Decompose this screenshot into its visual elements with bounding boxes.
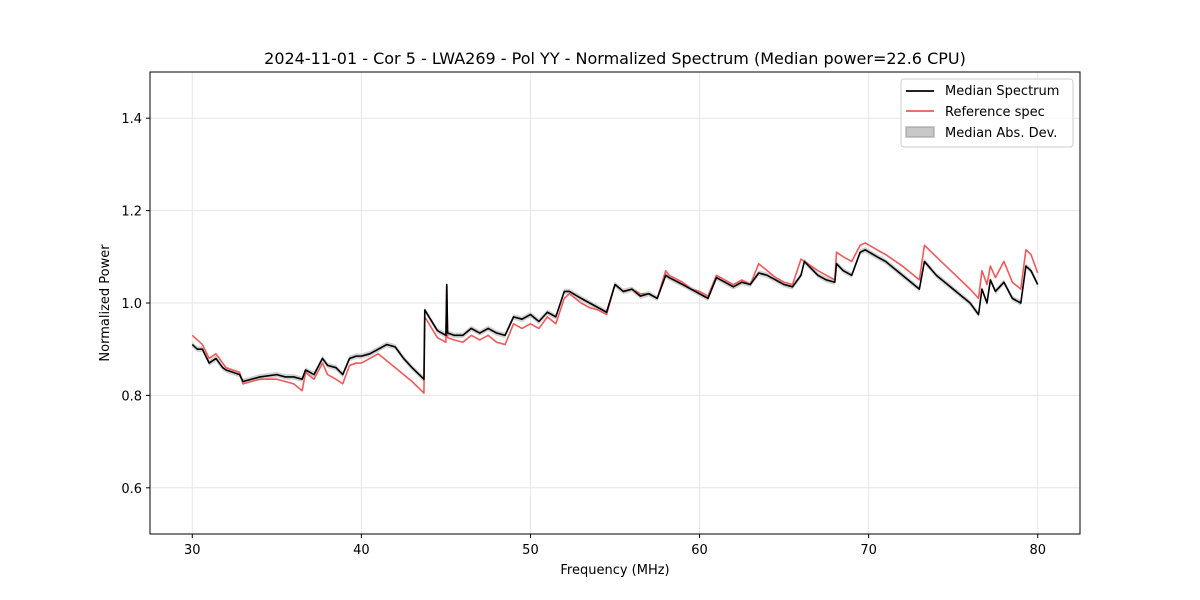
axis-ticks: 30 40 50 60 70 80 0.6 0.8 1.0 1.2 1.4 bbox=[121, 112, 1046, 558]
mad-band bbox=[192, 247, 1038, 385]
chart-title: 2024-11-01 - Cor 5 - LWA269 - Pol YY - N… bbox=[264, 49, 966, 68]
legend-mad-label: Median Abs. Dev. bbox=[945, 126, 1057, 141]
y-tick-label: 0.6 bbox=[121, 482, 142, 497]
x-tick-label: 30 bbox=[184, 543, 201, 558]
reference-spec-line bbox=[191, 242, 1039, 394]
y-tick-label: 1.4 bbox=[121, 112, 142, 127]
x-tick-label: 60 bbox=[691, 543, 708, 558]
x-tick-label: 50 bbox=[522, 543, 539, 558]
legend-median-label: Median Spectrum bbox=[945, 84, 1059, 99]
x-axis-label: Frequency (MHz) bbox=[560, 563, 669, 578]
y-tick-label: 1.0 bbox=[121, 297, 142, 312]
y-axis-label: Normalized Power bbox=[98, 244, 113, 362]
x-tick-label: 70 bbox=[860, 543, 877, 558]
y-tick-label: 0.8 bbox=[121, 389, 142, 404]
legend-box bbox=[900, 78, 1074, 148]
median-spectrum-line bbox=[191, 249, 1039, 383]
legend: Median Spectrum Reference spec Median Ab… bbox=[900, 78, 1074, 148]
plot-area bbox=[191, 242, 1039, 394]
y-tick-label: 1.2 bbox=[121, 205, 142, 220]
legend-mad-swatch bbox=[905, 126, 935, 138]
x-tick-label: 80 bbox=[1029, 543, 1046, 558]
x-tick-label: 40 bbox=[353, 543, 370, 558]
legend-reference-label: Reference spec bbox=[945, 105, 1045, 120]
